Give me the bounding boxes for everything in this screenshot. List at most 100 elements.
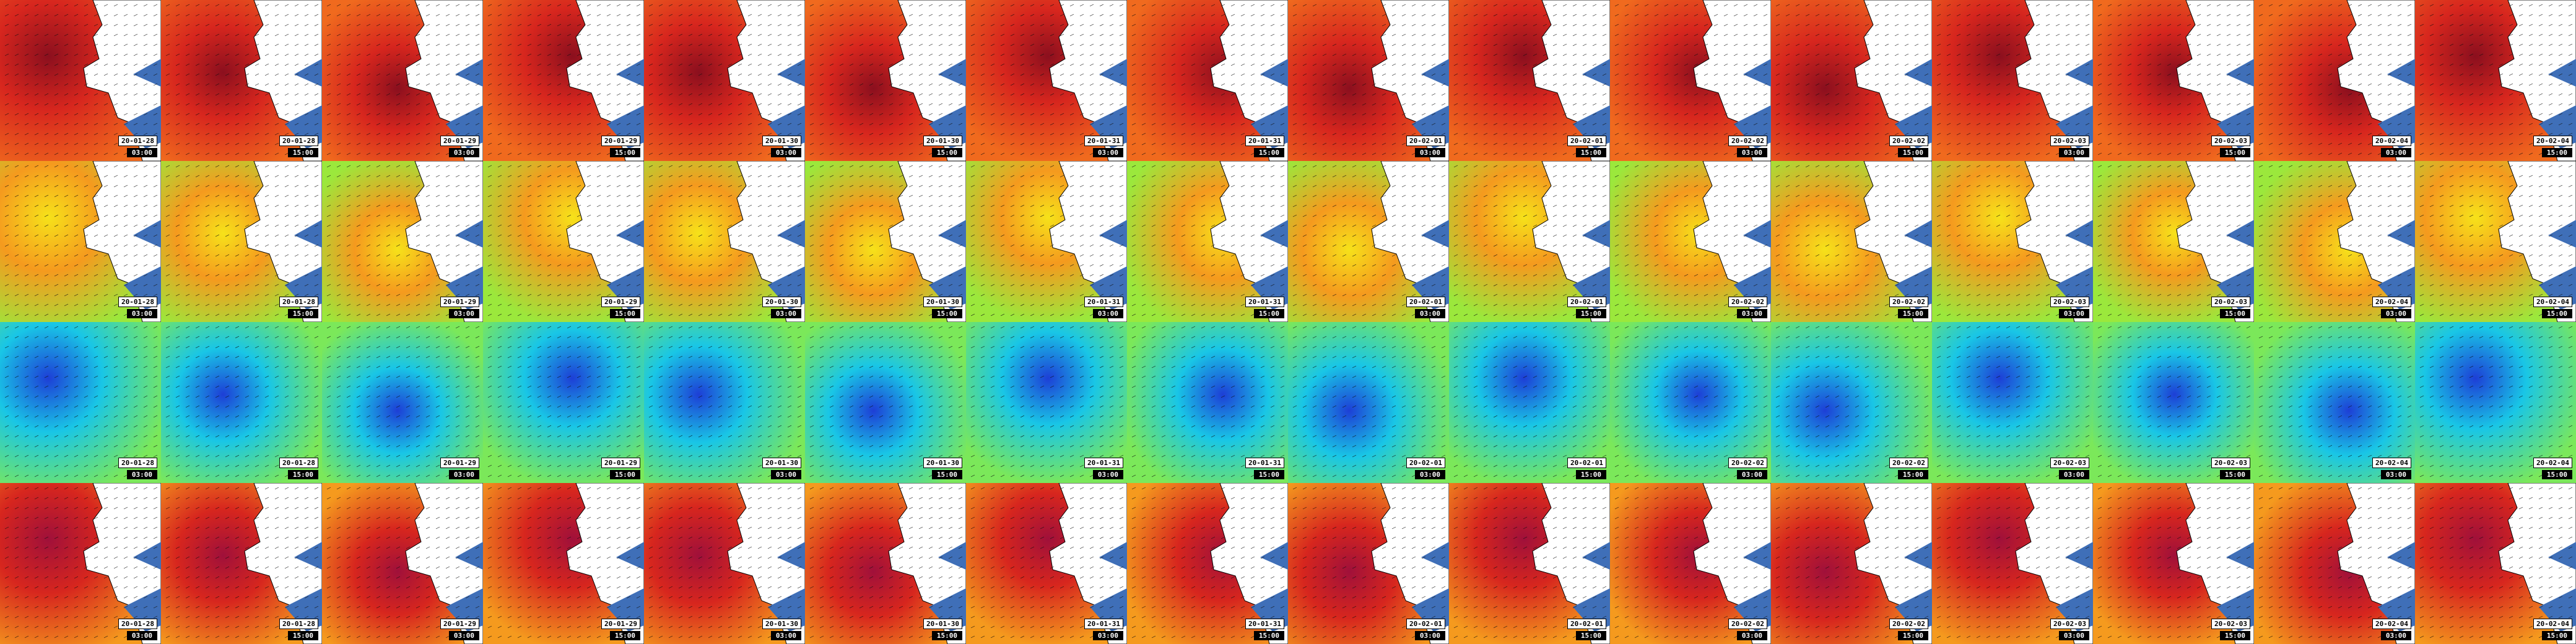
- wind-arrow: [425, 606, 430, 609]
- wind-arrow: [84, 435, 89, 438]
- forecast-map[interactable]: 20-01-30 03:00: [644, 0, 805, 161]
- wind-arrow: [185, 152, 190, 155]
- forecast-map[interactable]: 20-01-28 15:00: [161, 483, 322, 644]
- wind-arrow: [396, 214, 401, 217]
- forecast-map[interactable]: 20-01-29 03:00: [322, 161, 483, 322]
- wind-arrow: [245, 224, 250, 227]
- forecast-map[interactable]: 20-01-29 15:00: [483, 161, 644, 322]
- wind-arrow: [44, 234, 49, 237]
- wind-arrow: [94, 516, 98, 520]
- wind-arrow: [406, 33, 411, 37]
- forecast-map[interactable]: 20-01-28 03:00: [0, 322, 161, 483]
- wind-arrow: [336, 336, 341, 339]
- wind-arrow: [54, 234, 59, 237]
- forecast-map[interactable]: 20-01-28 03:00: [0, 161, 161, 322]
- wind-arrow: [366, 635, 371, 638]
- wind-arrow: [346, 336, 351, 339]
- wind-arrow: [4, 4, 9, 7]
- forecast-map[interactable]: 20-01-30 03:00: [644, 322, 805, 483]
- wind-arrow: [728, 303, 733, 307]
- wind-arrow: [336, 93, 341, 96]
- wind-arrow: [517, 365, 522, 368]
- wind-arrow: [718, 152, 723, 155]
- forecast-map[interactable]: 20-01-29 15:00: [483, 322, 644, 483]
- forecast-map[interactable]: 20-01-28 15:00: [161, 0, 322, 161]
- wind-arrow: [547, 576, 552, 579]
- wind-arrow: [74, 425, 79, 428]
- forecast-map[interactable]: 20-01-28 15:00: [161, 161, 322, 322]
- wind-arrow: [406, 234, 411, 237]
- wind-arrow: [698, 165, 703, 168]
- wind-arrow: [326, 165, 331, 168]
- forecast-map[interactable]: 20-01-29 15:00: [483, 0, 644, 161]
- wind-arrow: [24, 264, 29, 267]
- wind-arrow: [24, 33, 29, 37]
- wind-arrow: [527, 487, 532, 490]
- wind-arrow: [747, 274, 752, 277]
- forecast-map[interactable]: 20-01-28 03:00: [0, 0, 161, 161]
- wind-arrow: [435, 576, 440, 579]
- wind-arrow: [616, 576, 621, 579]
- wind-arrow: [537, 303, 542, 307]
- wind-arrow: [235, 355, 240, 359]
- wind-arrow: [517, 83, 522, 86]
- forecast-map[interactable]: 20-01-30 03:00: [644, 483, 805, 644]
- wind-arrow: [235, 204, 240, 207]
- forecast-map[interactable]: 20-01-28 15:00: [161, 322, 322, 483]
- wind-arrow: [185, 556, 190, 559]
- wind-arrow: [616, 596, 621, 599]
- wind-arrow: [274, 395, 279, 398]
- wind-arrow: [517, 264, 522, 267]
- wind-arrow: [84, 385, 89, 388]
- forecast-map[interactable]: 20-01-29 03:00: [322, 322, 483, 483]
- wind-arrow: [738, 336, 742, 339]
- wind-arrow: [787, 365, 792, 368]
- wind-arrow: [527, 43, 532, 46]
- wind-arrow: [255, 375, 259, 378]
- forecast-map[interactable]: 20-01-29 03:00: [322, 483, 483, 644]
- wind-arrow: [255, 566, 259, 569]
- wind-arrow: [356, 435, 361, 438]
- wind-arrow: [64, 43, 69, 46]
- forecast-map[interactable]: 20-01-29 03:00: [322, 0, 483, 161]
- wind-arrow: [537, 244, 542, 247]
- wind-arrow: [455, 336, 460, 339]
- wind-arrow: [165, 93, 170, 96]
- wind-arrow: [606, 175, 611, 178]
- forecast-map[interactable]: 20-01-28 03:00: [0, 483, 161, 644]
- wind-arrow: [274, 445, 279, 448]
- wind-arrow: [284, 425, 289, 428]
- wind-arrow: [195, 625, 200, 629]
- wind-arrow: [475, 53, 480, 56]
- wind-arrow: [465, 355, 470, 359]
- wind-arrow: [626, 336, 631, 339]
- wind-arrow: [44, 576, 49, 579]
- wind-arrow: [738, 43, 742, 46]
- wind-arrow: [658, 53, 663, 56]
- wind-arrow: [133, 487, 138, 490]
- wind-arrow: [497, 415, 502, 418]
- wind-arrow: [195, 142, 200, 146]
- wind-arrow: [386, 326, 391, 329]
- wind-arrow: [14, 635, 19, 638]
- wind-arrow: [94, 556, 98, 559]
- wind-arrow: [14, 152, 19, 155]
- wind-arrow: [346, 455, 351, 458]
- wind-arrow: [4, 93, 9, 96]
- wind-arrow: [304, 4, 309, 7]
- wind-arrow: [376, 83, 381, 86]
- wind-arrow: [787, 415, 792, 418]
- wind-arrow: [366, 244, 371, 247]
- wind-arrow: [445, 103, 450, 106]
- wind-arrow: [175, 445, 180, 448]
- forecast-map[interactable]: 20-01-30 03:00: [644, 161, 805, 322]
- wind-arrow: [636, 133, 641, 136]
- wind-arrow: [24, 586, 29, 589]
- wind-arrow: [396, 152, 401, 155]
- forecast-map[interactable]: 20-01-29 15:00: [483, 483, 644, 644]
- wind-arrow: [153, 93, 158, 96]
- wind-arrow: [133, 526, 138, 529]
- wind-arrow: [356, 133, 361, 136]
- wind-arrow: [606, 375, 611, 378]
- date-label: 20-01-29: [601, 297, 640, 307]
